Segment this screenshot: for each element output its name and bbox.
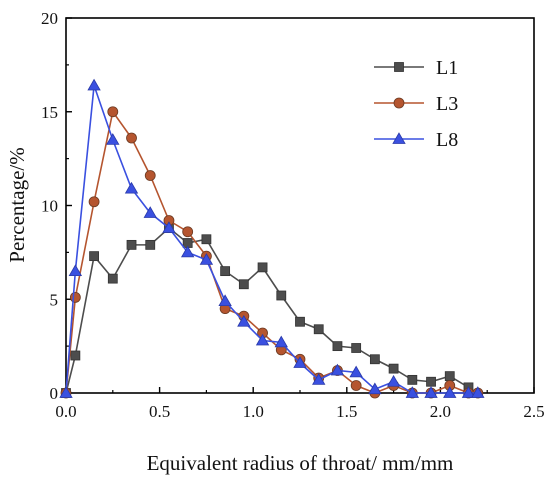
x-tick-label: 1.0 xyxy=(243,402,264,421)
data-point-l8 xyxy=(349,365,363,378)
data-point-l3 xyxy=(182,226,194,238)
series-l3 xyxy=(60,106,484,399)
data-point-l8 xyxy=(443,386,457,398)
data-point-l8 xyxy=(180,245,195,258)
legend-item-l3: L3 xyxy=(374,93,458,115)
y-tick-label: 20 xyxy=(41,9,58,28)
data-point-l8 xyxy=(471,386,485,398)
legend-item-l8: L8 xyxy=(374,129,458,151)
data-point-l3 xyxy=(126,132,137,144)
legend-marker xyxy=(394,62,404,72)
series-line-l1 xyxy=(65,226,469,394)
legend-label: L3 xyxy=(436,93,458,115)
data-point-l1 xyxy=(257,262,268,273)
data-point-l8 xyxy=(255,333,270,346)
series-l1 xyxy=(61,223,474,398)
data-point-l8 xyxy=(199,253,214,265)
data-point-l3 xyxy=(144,170,156,181)
data-point-l3 xyxy=(69,291,81,303)
data-point-l8 xyxy=(405,386,420,398)
data-point-l1 xyxy=(145,239,156,250)
series-layer xyxy=(59,78,485,399)
data-point-l3 xyxy=(88,196,100,208)
data-point-l1 xyxy=(126,239,137,250)
data-point-l8 xyxy=(162,221,176,233)
data-point-l8 xyxy=(293,356,307,368)
y-tick-label: 0 xyxy=(50,384,59,403)
data-point-l8 xyxy=(106,133,120,145)
data-point-l8 xyxy=(424,386,438,398)
data-point-l8 xyxy=(218,294,232,307)
x-tick-label: 0.5 xyxy=(149,402,170,421)
data-point-l1 xyxy=(276,290,287,301)
data-point-l1 xyxy=(444,371,455,382)
y-axis-ticks: 0 5 10 15 20 xyxy=(41,9,72,403)
y-tick-label: 15 xyxy=(41,103,58,122)
x-axis-title: Equivalent radius of throat/ mm/mm xyxy=(147,451,454,475)
data-point-l1 xyxy=(295,316,305,327)
x-tick-label: 2.5 xyxy=(523,402,544,421)
data-point-l1 xyxy=(332,341,343,352)
data-point-l3 xyxy=(107,106,119,118)
data-point-l8 xyxy=(330,363,345,376)
legend-marker xyxy=(393,97,405,109)
plot-frame xyxy=(65,17,535,394)
data-point-l8 xyxy=(274,335,288,348)
data-point-l8 xyxy=(59,386,73,398)
data-point-l8 xyxy=(87,78,101,91)
series-l8 xyxy=(59,78,485,398)
data-point-l8 xyxy=(461,386,476,398)
x-tick-label: 2.0 xyxy=(430,402,451,421)
data-point-l1 xyxy=(351,343,362,353)
y-tick-label: 5 xyxy=(50,290,59,309)
data-point-l1 xyxy=(313,324,324,335)
data-point-l8 xyxy=(312,373,326,385)
data-point-l1 xyxy=(201,234,212,245)
data-point-l8 xyxy=(237,314,251,327)
x-tick-label: 0.0 xyxy=(55,402,76,421)
data-point-l8 xyxy=(124,181,139,194)
legend-marker xyxy=(392,132,406,144)
legend-label: L8 xyxy=(436,129,458,151)
data-point-l8 xyxy=(386,374,401,387)
x-axis-ticks: 0.0 0.5 1.0 1.5 2.0 2.5 xyxy=(55,387,545,421)
data-point-l1 xyxy=(426,376,436,387)
data-point-l1 xyxy=(107,273,118,284)
legend-label: L1 xyxy=(436,57,458,79)
data-point-l1 xyxy=(407,374,418,385)
data-point-l3 xyxy=(350,380,362,391)
data-point-l8 xyxy=(368,382,382,395)
data-point-l1 xyxy=(89,251,99,262)
data-point-l1 xyxy=(369,354,380,365)
x-tick-label: 1.5 xyxy=(336,402,357,421)
data-point-l1 xyxy=(220,266,231,277)
data-point-l1 xyxy=(70,350,81,361)
data-point-l1 xyxy=(238,279,249,290)
data-point-l8 xyxy=(143,206,157,218)
legend-item-l1: L1 xyxy=(374,57,458,79)
legend: L1 L3 L8 xyxy=(374,57,458,151)
data-point-l8 xyxy=(68,264,83,277)
plot-border xyxy=(65,17,535,394)
y-axis-title: Percentage/% xyxy=(5,147,29,262)
y-tick-label: 10 xyxy=(41,197,58,216)
data-point-l1 xyxy=(388,363,399,374)
